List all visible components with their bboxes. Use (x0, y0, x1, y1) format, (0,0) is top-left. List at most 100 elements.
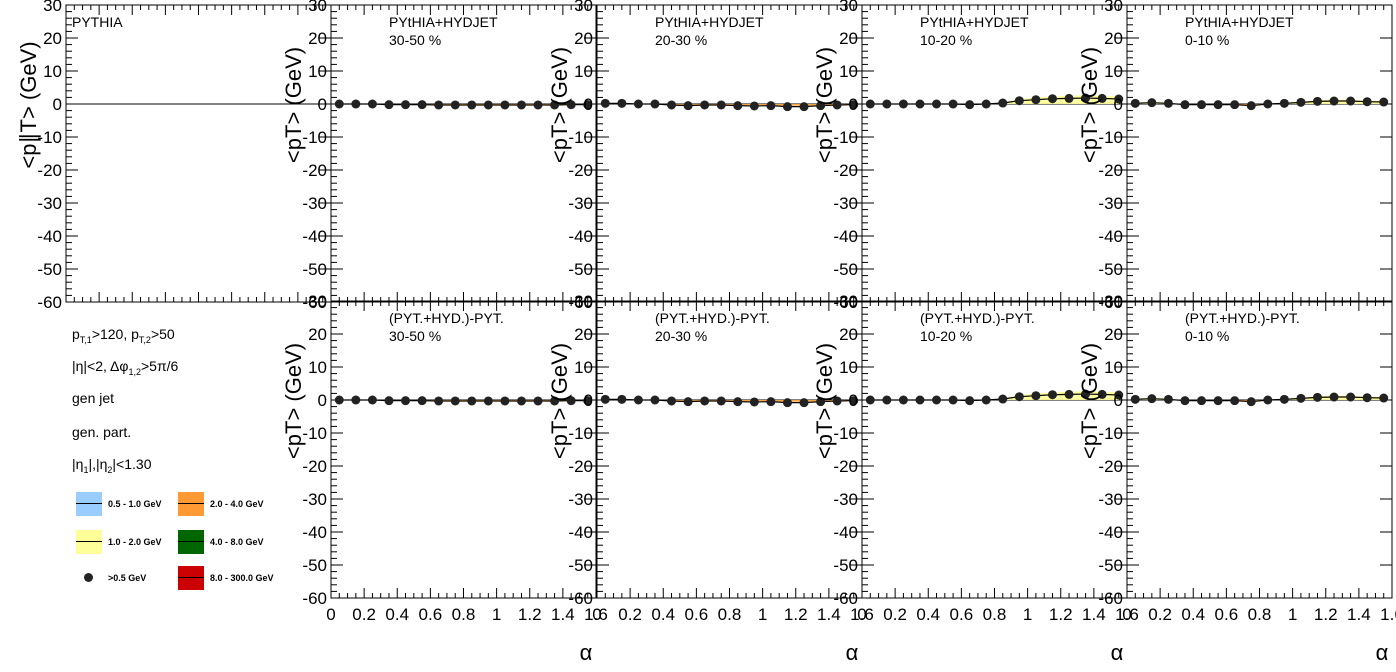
panel-r1c3-ytick-label: -20 (833, 457, 858, 476)
panel-r0c4-data-point (1180, 100, 1190, 110)
panel-r1c4-data-point (1346, 392, 1356, 402)
panel-r1c3-data-point (948, 395, 958, 405)
panel-r1c1-data-point (401, 396, 411, 406)
panel-r0c0-ytick-label: -20 (37, 161, 62, 180)
panel-r1c1-ytick-label: -10 (302, 424, 327, 443)
panel-r1c4-ytick-label: -40 (1098, 523, 1123, 542)
panel-r1c1-xtick-label: 0.6 (419, 605, 443, 624)
panel-r0c3-data-point (865, 99, 875, 109)
panel-r0c2-ytick-label: 0 (584, 95, 593, 114)
panel-r1c3-data-point (932, 395, 942, 405)
panel-r1c1-data-point (566, 396, 576, 406)
panel-r0c1-ytick-label: 10 (308, 62, 327, 81)
panel-r0c2-data-point (799, 102, 809, 112)
panel-r1c3-xtick-label: 1 (1023, 605, 1032, 624)
panel-r0c1-ytick-label: 30 (308, 0, 327, 15)
panel-r1c1-data-point (434, 396, 444, 406)
panel-r0c3-data-point (1081, 93, 1091, 103)
panel-r1c3-xtick-label: 1.6 (1115, 605, 1139, 624)
panel-r1c1-data-point (533, 396, 543, 406)
panel-r1c3-data-point (1047, 390, 1057, 400)
panel-r1c2-data-point (849, 396, 859, 406)
panel-r1c2-xtick-label: 1.2 (784, 605, 808, 624)
panel-r0c2-data-point (617, 98, 627, 108)
panel-r1c2-ytick-label: 30 (574, 292, 593, 311)
panel-r1c1-ytick-label: -20 (302, 457, 327, 476)
panel-r0c3-subtitle: 10-20 % (920, 32, 972, 48)
panel-r0c3-ytick-label: -20 (833, 161, 858, 180)
panel-r1c2-xtick-label: 0.4 (651, 605, 675, 624)
panel-r0c2-ytick-label: 10 (574, 62, 593, 81)
panel-r1c3-data-point (1114, 390, 1124, 400)
panel-r0c2-ytick-label: -20 (568, 161, 593, 180)
panel-r1c2-data-point (716, 396, 726, 406)
panel-r0c1-ytick-label: -40 (302, 227, 327, 246)
panel-r0c1-ytick-label: -30 (302, 194, 327, 213)
panel-r0c2-ytick-label: 20 (574, 29, 593, 48)
panel-r0c1-data-point (367, 99, 377, 109)
panel-r0c1-ytick-label: -10 (302, 128, 327, 147)
panel-r1c3-ytick-label: -50 (833, 556, 858, 575)
panel-r1c3-ylabel: <pT> (GeV) (812, 343, 837, 459)
panel-r0c1-ytick-label: 0 (318, 95, 327, 114)
panel-r1c3-title: (PYT.+HYD.)-PYT. (920, 310, 1035, 326)
panel-r0c4-data-point (1246, 101, 1256, 111)
panel-r0c3-data-point (998, 98, 1008, 108)
panel-r1c2-xtick-label: 0.2 (618, 605, 642, 624)
panel-r0c3-data-point (915, 99, 925, 109)
panel-r1c3-data-point (965, 396, 975, 406)
panel-r1c1-ylabel: <pT> (GeV) (281, 343, 306, 459)
panel-r1c3-data-point (1097, 389, 1107, 399)
panel-r0c0-ytick-label: -10 (37, 128, 62, 147)
panel-r0c1-data-point (434, 100, 444, 110)
panel-r0c3-ytick-label: -40 (833, 227, 858, 246)
panel-r1c1-data-point (417, 396, 427, 406)
panel-r0c4-ytick-label: -50 (1098, 260, 1123, 279)
panel-r1c2-ytick-label: 10 (574, 358, 593, 377)
legend-entry-0p5-1: 0.5 - 1.0 GeV (76, 492, 162, 516)
panel-r0c1-subtitle: 30-50 % (389, 32, 441, 48)
panel-r1c1-data-point (516, 396, 526, 406)
panel-r1c4-ytick-label: -20 (1098, 457, 1123, 476)
panel-r0c1-data-point (384, 100, 394, 110)
panel-r1c1-data-point (450, 396, 460, 406)
panel-r1c1-data-point (467, 396, 477, 406)
panel-r1c1-data-point (483, 396, 493, 406)
panel-r0c2-data-point (667, 100, 677, 110)
panel-r0c2-data-point (816, 101, 826, 111)
panel-r1c4-data-point (1246, 397, 1256, 407)
panel-r1c1-xtick-label: 1.2 (518, 605, 542, 624)
panel-r1c2-data-point (650, 395, 660, 405)
panel-r1c4-xtick-label: 0.4 (1181, 605, 1205, 624)
panel-r1c3-data-point (865, 395, 875, 405)
panel-r1c2-ytick-label: -50 (568, 556, 593, 575)
panel-r1c4-ytick-label: -10 (1098, 424, 1123, 443)
panel-r1c4-subtitle: 0-10 % (1185, 328, 1229, 344)
panel-r1c4-xtick-label: 1.6 (1380, 605, 1396, 624)
panel-r1c3-xlabel: α (1111, 640, 1124, 665)
panel-r0c3-data-point (1031, 95, 1041, 105)
panel-r0c4-data-point (1213, 100, 1223, 110)
panel-r1c2-data-point (766, 397, 776, 407)
panel-r0c1-data-point (566, 100, 576, 110)
panel-r0c4-data-point (1263, 99, 1273, 109)
panel-r1c2-data-point (832, 396, 842, 406)
panel-r1c2-data-point (733, 397, 743, 407)
panel-r0c2-ytick-label: -10 (568, 128, 593, 147)
panel-r1c2-ytick-label: -60 (568, 589, 593, 608)
panel-r1c4-ytick-label: -50 (1098, 556, 1123, 575)
panel-r0c1-data-point (583, 100, 593, 110)
panel-r1c3-ytick-label: -60 (833, 589, 858, 608)
panel-r0c2-data-point (832, 100, 842, 110)
panel-r1c1-xtick-label: 0.4 (385, 605, 409, 624)
panel-r1c1-ytick-label: -30 (302, 490, 327, 509)
panel-r1c3-xtick-label: 1.2 (1049, 605, 1073, 624)
panel-r1c2-ytick-label: 20 (574, 325, 593, 344)
panel-r1c4-xtick-label: 1 (1288, 605, 1297, 624)
panel-r0c4-data-point (1147, 98, 1157, 108)
panel-r0c1-data-point (483, 100, 493, 110)
panel-r1c3-subtitle: 10-20 % (920, 328, 972, 344)
panel-r1c3-data-point (1031, 391, 1041, 401)
panel-r1c2-xtick-label: 1.4 (817, 605, 841, 624)
panel-r1c2-data-point (683, 397, 693, 407)
